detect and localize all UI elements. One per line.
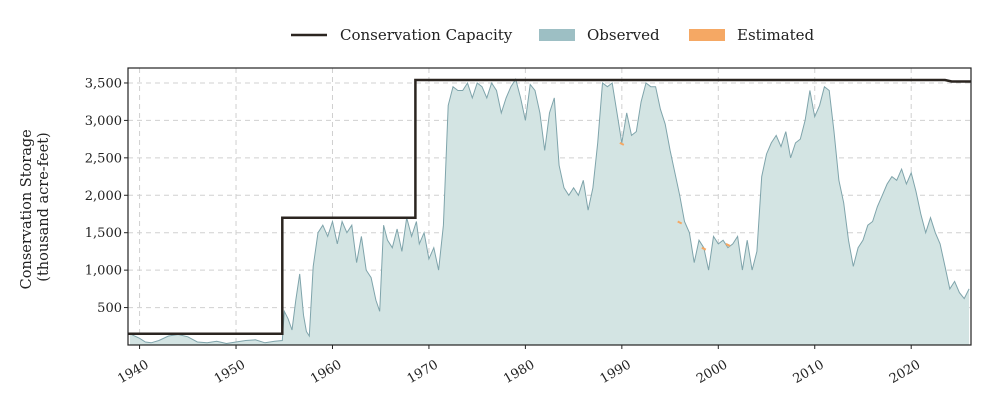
x-tick-label: 1970: [405, 357, 441, 387]
y-tick-label: 1,000: [85, 264, 122, 279]
y-axis-title-line-1: Conservation Storage: [19, 129, 35, 289]
estimated-mark: [701, 246, 707, 251]
x-tick-label: 1960: [308, 357, 344, 387]
x-tick-label: 1950: [212, 357, 248, 387]
y-tick-label: 2,000: [85, 189, 122, 204]
capacity-line: [128, 78, 971, 336]
observed-line: [129, 77, 970, 345]
legend: Conservation Capacity Observed Estimated: [291, 26, 815, 44]
y-tick-label: 1,500: [85, 226, 122, 241]
legend-swatch-observed: [539, 29, 575, 41]
legend-swatch-estimated: [689, 29, 725, 41]
x-tick-label: 2010: [791, 357, 827, 387]
plot-area: 500 1,000 1,500 2,000 2,500 3,000 3,500 1940 195…: [85, 67, 972, 387]
plot-frame: [127, 67, 972, 346]
y-tick-label: 500: [97, 301, 122, 316]
legend-label-capacity: Conservation Capacity: [340, 26, 513, 44]
estimated-mark: [619, 141, 625, 146]
x-tick-label: 1980: [501, 357, 537, 387]
x-tick-label: 1940: [115, 357, 151, 387]
y-axis-title-line-2: (thousand acre-feet): [36, 132, 52, 281]
y-tick-label: 3,500: [85, 76, 122, 91]
legend-label-observed: Observed: [587, 26, 660, 44]
x-tick-label: 2000: [694, 357, 730, 387]
legend-label-estimated: Estimated: [737, 26, 815, 44]
x-tick-label: 1990: [598, 357, 634, 387]
observed-area: [129, 79, 970, 345]
y-axis-title: Conservation Storage (thousand acre-feet…: [19, 125, 52, 290]
y-tick-label: 2,500: [85, 151, 122, 166]
y-tick-label: 3,000: [85, 114, 122, 129]
estimated-mark: [677, 220, 683, 225]
x-tick-label: 2020: [887, 357, 923, 387]
estimated-mark: [725, 243, 731, 247]
